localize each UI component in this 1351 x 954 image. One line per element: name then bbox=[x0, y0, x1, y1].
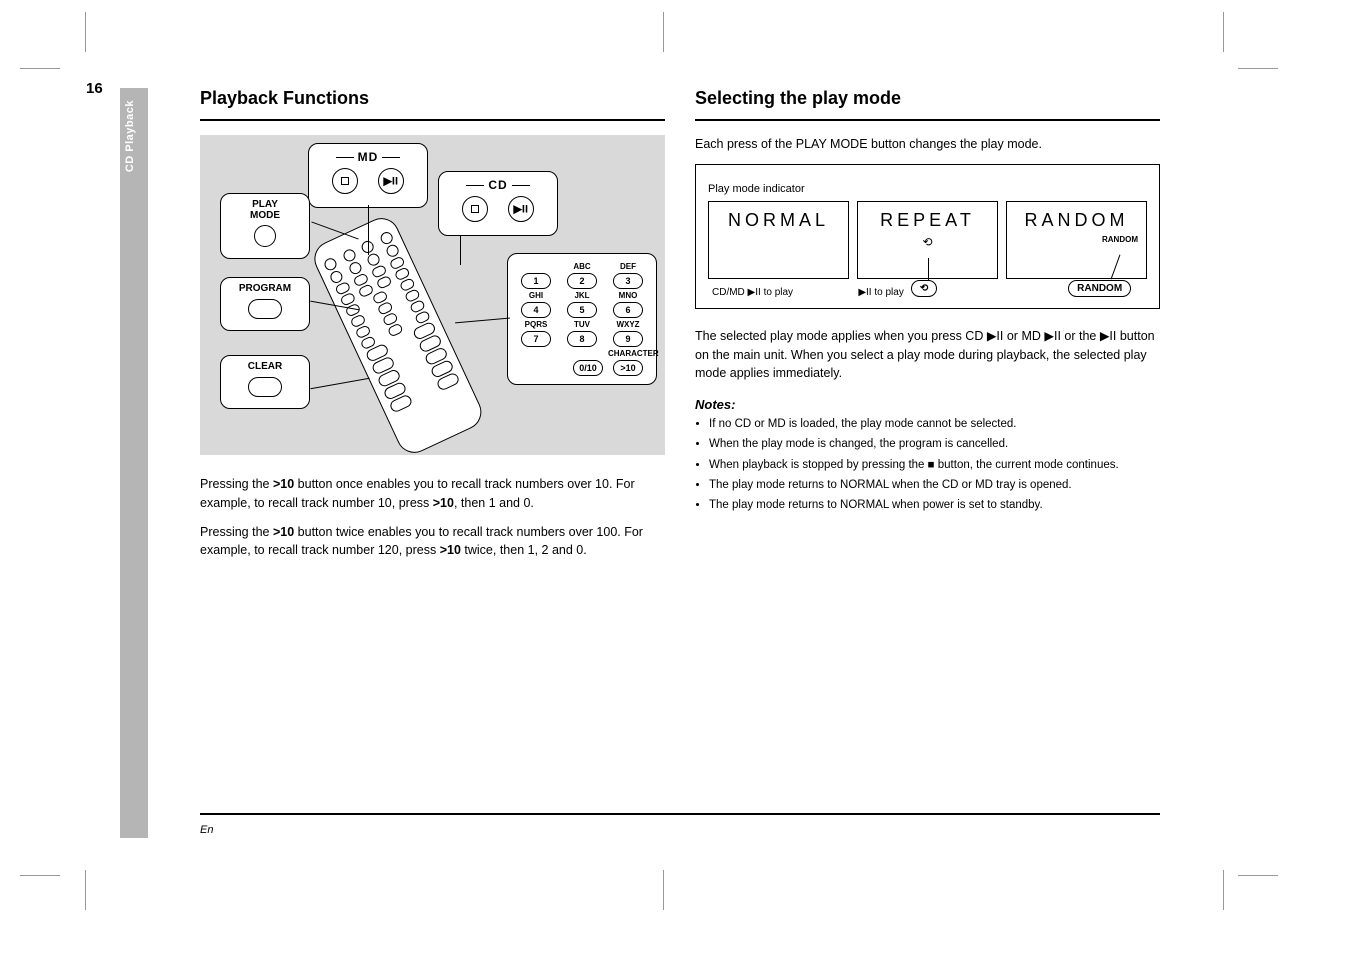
sidebar-tab bbox=[120, 88, 148, 838]
crop-mark bbox=[1238, 68, 1278, 69]
paragraph-2: Pressing the >10 button twice enables yo… bbox=[200, 523, 665, 561]
key-8: 8 bbox=[567, 331, 597, 347]
crop-mark bbox=[20, 68, 60, 69]
label-def: DEF bbox=[608, 262, 648, 271]
label-jkl: JKL bbox=[562, 291, 602, 300]
mode-foot-left: CD/MD ▶II to play bbox=[708, 285, 854, 300]
label-character: CHARACTER bbox=[608, 349, 648, 358]
footer-language: En bbox=[200, 824, 213, 836]
crop-mark bbox=[1223, 870, 1224, 910]
crop-mark bbox=[85, 12, 86, 52]
program-button bbox=[248, 299, 282, 319]
right-title: Selecting the play mode bbox=[695, 88, 1160, 109]
mode-diagram: Play mode indicator NORMAL REPEAT ⟲ ⟲ RA… bbox=[695, 164, 1160, 309]
mode-header: Play mode indicator bbox=[708, 183, 1147, 195]
cd-play-button: ▶II bbox=[508, 196, 534, 222]
note-item: When playback is stopped by pressing the… bbox=[709, 457, 1160, 474]
key-gt10: >10 bbox=[613, 360, 643, 376]
random-indicator: RANDOM bbox=[1009, 235, 1144, 244]
left-rule bbox=[200, 119, 665, 121]
left-title: Playback Functions bbox=[200, 88, 665, 109]
leader-line bbox=[928, 258, 929, 282]
paragraph-1: Pressing the >10 button once enables you… bbox=[200, 475, 665, 513]
leader-line bbox=[460, 235, 461, 265]
callout-cd: CD ▶II bbox=[438, 171, 558, 236]
key-9: 9 bbox=[613, 331, 643, 347]
callout-cd-label: CD bbox=[488, 178, 507, 192]
key-2: 2 bbox=[567, 273, 597, 289]
note-item: If no CD or MD is loaded, the play mode … bbox=[709, 416, 1160, 433]
key-1: 1 bbox=[521, 273, 551, 289]
note-item: The play mode returns to NORMAL when the… bbox=[709, 477, 1160, 494]
notes-heading: Notes: bbox=[695, 397, 1160, 412]
md-play-button: ▶II bbox=[378, 168, 404, 194]
crop-mark bbox=[1238, 875, 1278, 876]
clear-label: CLEAR bbox=[225, 362, 305, 373]
crop-mark bbox=[20, 875, 60, 876]
label-pqrs: PQRS bbox=[516, 320, 556, 329]
cd-stop-button bbox=[462, 196, 488, 222]
mode-repeat-cell: REPEAT ⟲ ⟲ bbox=[857, 201, 998, 279]
callout-md: MD ▶II bbox=[308, 143, 428, 208]
crop-mark bbox=[663, 870, 664, 910]
repeat-icon: ⟲ bbox=[860, 235, 995, 249]
play-mode-button bbox=[254, 225, 276, 247]
key-4: 4 bbox=[521, 302, 551, 318]
label-wxyz: WXYZ bbox=[608, 320, 648, 329]
sidebar-label: CD Playback bbox=[124, 100, 136, 172]
crop-mark bbox=[663, 12, 664, 52]
right-paragraph: The selected play mode applies when you … bbox=[695, 327, 1160, 383]
notes-list: If no CD or MD is loaded, the play mode … bbox=[695, 416, 1160, 514]
clear-button bbox=[248, 377, 282, 397]
mode-normal-cell: NORMAL bbox=[708, 201, 849, 279]
right-column: Selecting the play mode Each press of th… bbox=[695, 88, 1160, 517]
md-stop-button bbox=[332, 168, 358, 194]
callout-md-label: MD bbox=[358, 150, 379, 164]
label-mno: MNO bbox=[608, 291, 648, 300]
label-tuv: TUV bbox=[562, 320, 602, 329]
key-0: 0/10 bbox=[573, 360, 603, 376]
right-rule bbox=[695, 119, 1160, 121]
remote-diagram: MD ▶II CD ▶II PLAYMODE PROGRAM CLEAR bbox=[200, 135, 665, 455]
callout-play-mode: PLAYMODE bbox=[220, 193, 310, 259]
key-3: 3 bbox=[613, 273, 643, 289]
left-body-text: Pressing the >10 button once enables you… bbox=[200, 475, 665, 560]
page-number: 16 bbox=[86, 80, 103, 97]
mode-random-cell: RANDOM RANDOM RANDOM bbox=[1006, 201, 1147, 279]
callout-clear: CLEAR bbox=[220, 355, 310, 409]
left-column: Playback Functions MD ▶II CD ▶II PLAYMOD… bbox=[200, 88, 665, 570]
repeat-callout: ⟲ bbox=[911, 280, 937, 297]
crop-mark bbox=[85, 870, 86, 910]
key-5: 5 bbox=[567, 302, 597, 318]
note-item: The play mode returns to NORMAL when pow… bbox=[709, 497, 1160, 514]
mode-normal-label: NORMAL bbox=[711, 210, 846, 231]
remote-illustration bbox=[281, 213, 520, 455]
play-mode-label: PLAYMODE bbox=[225, 200, 305, 221]
mode-repeat-label: REPEAT bbox=[860, 210, 995, 231]
label-abc: ABC bbox=[562, 262, 602, 271]
leader-line bbox=[1111, 254, 1121, 279]
note-item: When the play mode is changed, the progr… bbox=[709, 436, 1160, 453]
key-7: 7 bbox=[521, 331, 551, 347]
mode-random-label: RANDOM bbox=[1009, 210, 1144, 231]
key-6: 6 bbox=[613, 302, 643, 318]
right-lead-in: Each press of the PLAY MODE button chang… bbox=[695, 135, 1160, 154]
random-callout: RANDOM bbox=[1068, 280, 1131, 297]
bottom-rule bbox=[200, 813, 1160, 815]
label-ghi: GHI bbox=[516, 291, 556, 300]
leader-line bbox=[368, 205, 369, 255]
crop-mark bbox=[1223, 12, 1224, 52]
callout-keypad: 1 ABC 2 DEF 3 GHI 4 JKL 5 MNO 6 PQRS 7 TUV 8 WX… bbox=[507, 253, 657, 385]
